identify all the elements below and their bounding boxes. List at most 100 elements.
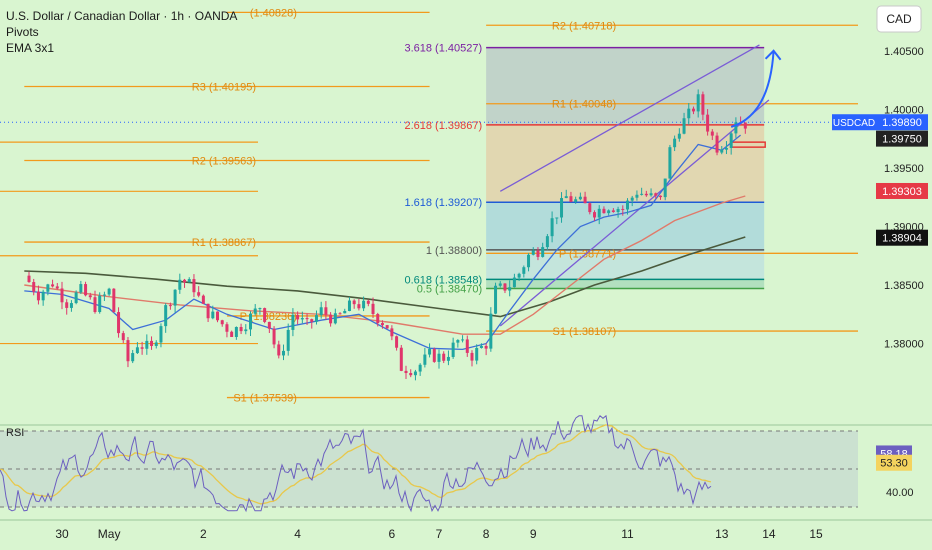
candle-body (413, 371, 417, 376)
candle-body (743, 122, 747, 129)
candle-body (183, 279, 187, 283)
candle-body (527, 254, 531, 268)
rsi-line (0, 414, 712, 513)
candle-body (267, 321, 271, 329)
candle-body (649, 193, 653, 196)
candle-body (437, 353, 441, 362)
candle-body (197, 292, 201, 296)
rsi-signal-line (0, 424, 712, 505)
candle-body (253, 308, 257, 314)
candle-body (216, 311, 220, 321)
candle-body (494, 285, 498, 314)
candle-body (201, 295, 205, 304)
candle-body (734, 122, 738, 134)
candle-body (263, 308, 267, 322)
candle-body (724, 147, 728, 150)
candle-body (715, 135, 719, 153)
pivot-label-right: S1 (1.38107) (553, 326, 617, 338)
candle-body (352, 300, 356, 305)
price-label-symbol: USDCAD (833, 118, 875, 129)
candle-body (168, 305, 172, 307)
chart-legend: U.S. Dollar / Canadian Dollar · 1h · OAN… (6, 8, 237, 56)
candle-body (475, 347, 479, 361)
candle-body (258, 308, 262, 310)
candle-body (630, 197, 634, 201)
candle-body (512, 277, 516, 288)
candle-body (46, 284, 50, 292)
price-label-box (876, 114, 928, 131)
channel-lower-line (499, 99, 770, 327)
ema-slow-line (24, 236, 746, 318)
candle-body (117, 312, 121, 334)
candle-body (41, 291, 45, 301)
price-label-box (876, 229, 928, 246)
fib-level-label: 0.5 (1.38470) (417, 284, 482, 296)
candle-body (479, 345, 483, 348)
candle-body (687, 108, 691, 119)
fib-level-label: 0.618 (1.38548) (404, 274, 482, 286)
candle-body (611, 210, 615, 213)
x-tick-label: 4 (294, 527, 301, 541)
candle-body (366, 300, 370, 304)
candle-body (696, 94, 700, 112)
candle-body (607, 210, 611, 214)
x-tick-label: 11 (621, 527, 634, 541)
candle-body (314, 315, 318, 322)
candle-body (164, 305, 168, 327)
candle-body (682, 118, 686, 134)
candle-body (296, 314, 300, 320)
candle-body (677, 133, 681, 139)
candle-body (107, 288, 111, 295)
pivot-label-left: R3 (1.40195) (192, 82, 256, 94)
candle-body (206, 303, 210, 319)
candle-body (98, 295, 102, 313)
candle-body (36, 291, 40, 301)
candle-body (357, 304, 361, 309)
y-tick-label: 1.40000 (884, 104, 924, 116)
candle-body (27, 275, 31, 283)
candle-body (300, 318, 304, 320)
candle-body (691, 108, 695, 112)
x-tick-label: 8 (483, 527, 490, 541)
fib-zone (486, 47, 765, 125)
candle-body (710, 131, 714, 136)
pivot-label-left: P (1.38236) (240, 311, 297, 323)
candle-body (319, 307, 323, 316)
candle-body (333, 313, 337, 324)
x-tick-label: 6 (389, 527, 396, 541)
candle-body (347, 300, 351, 311)
candle-body (277, 344, 281, 356)
candle-body (423, 354, 427, 365)
candle-body (597, 208, 601, 218)
candle-body (461, 339, 465, 341)
candle-body (545, 236, 549, 248)
pivots-indicator-label[interactable]: Pivots (6, 25, 39, 39)
candle-body (74, 292, 78, 304)
pivot-label-left: R2 (1.39563) (192, 156, 256, 168)
x-tick-label: 2 (200, 527, 207, 541)
currency-button-label[interactable]: CAD (886, 12, 912, 26)
fib-level-label: 1.618 (1.39207) (404, 197, 482, 209)
candle-body (593, 212, 597, 218)
price-label-value: 1.39890 (882, 117, 922, 129)
pivot-label-right: P (1.38771) (559, 248, 616, 260)
y-tick-label: 1.38000 (884, 339, 924, 351)
candle-body (588, 203, 592, 213)
ema-indicator-label[interactable]: EMA 3x1 (6, 41, 55, 55)
candle-body (230, 331, 234, 337)
candle-body (385, 325, 389, 329)
candle-body (418, 364, 422, 372)
candle-body (409, 373, 413, 376)
candle-body (121, 333, 125, 341)
candle-body (442, 353, 446, 361)
candle-body (578, 196, 582, 200)
candle-body (234, 327, 238, 337)
candle-body (522, 267, 526, 274)
price-label-box (876, 130, 928, 147)
price-label-tag (832, 114, 876, 131)
ema-mid-line (24, 195, 746, 335)
symbol-title[interactable]: U.S. Dollar / Canadian Dollar · 1h · OAN… (6, 9, 238, 23)
candle-body (55, 286, 59, 289)
candle-body (390, 328, 394, 337)
